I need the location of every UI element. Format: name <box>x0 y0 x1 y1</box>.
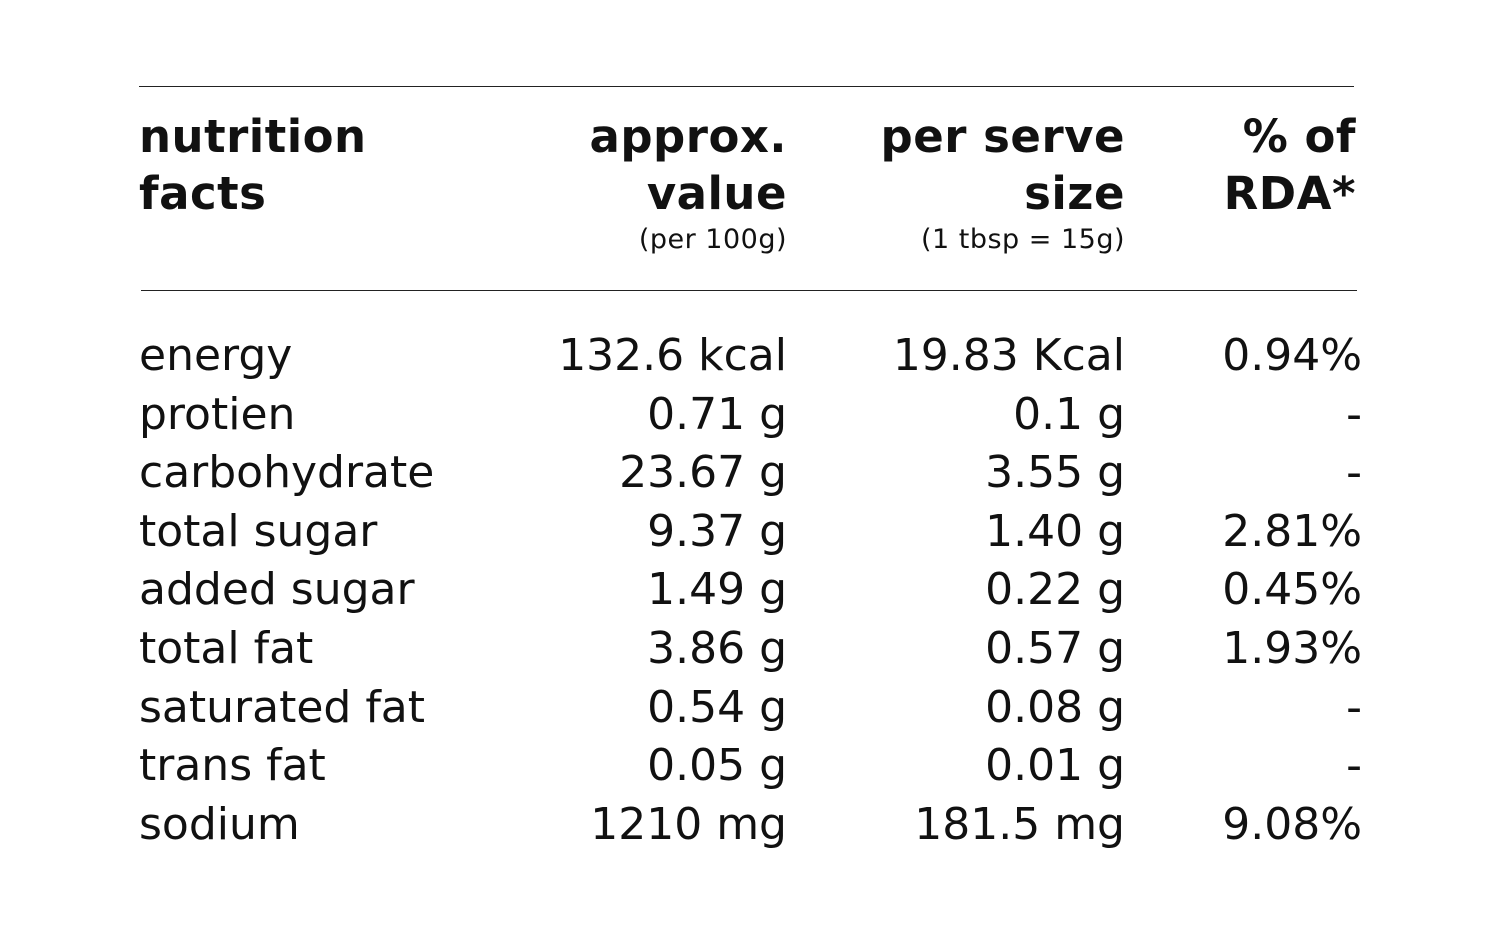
rda-percent-cell: - <box>1346 447 1362 499</box>
header-line: per serve <box>880 110 1125 163</box>
per-serve-cell: 0.1 g <box>1013 388 1125 440</box>
header-line: value <box>646 167 787 220</box>
rda-percent-cell: - <box>1346 681 1362 733</box>
rda-percent-cell: 2.81% <box>1222 505 1362 557</box>
per-serve-cell: 19.83 Kcal <box>892 330 1125 381</box>
table-row: added sugar 1.49 g 0.22 g 0.45% <box>0 561 1500 620</box>
table-row: saturated fat 0.54 g 0.08 g - <box>0 679 1500 738</box>
nutrient-name: sodium <box>139 798 300 850</box>
per-serve-cell: 0.22 g <box>985 564 1125 616</box>
approx-value-cell: 9.37 g <box>647 505 787 557</box>
header-rda-percent: % of RDA* <box>1224 108 1356 222</box>
table-row: total sugar 9.37 g 1.40 g 2.81% <box>0 503 1500 562</box>
header-line: nutrition <box>139 110 367 163</box>
per-serve-cell: 1.40 g <box>985 505 1125 557</box>
nutrient-name: saturated fat <box>139 681 426 733</box>
header-line: size <box>1024 167 1125 220</box>
rda-percent-cell: - <box>1346 740 1362 792</box>
nutrient-name: trans fat <box>139 740 326 792</box>
nutrient-name: carbohydrate <box>139 447 435 499</box>
nutrient-name: added sugar <box>139 564 415 616</box>
rda-percent-cell: 0.94% <box>1222 330 1362 381</box>
header-line: RDA* <box>1223 167 1356 220</box>
per-serve-cell: 0.57 g <box>985 622 1125 674</box>
table-row: energy 132.6 kcal 19.83 Kcal 0.94% <box>0 327 1500 386</box>
approx-value-cell: 0.71 g <box>647 388 787 440</box>
table-row: trans fat 0.05 g 0.01 g - <box>0 737 1500 796</box>
approx-value-cell: 23.67 g <box>619 447 787 499</box>
approx-value-cell: 0.05 g <box>647 740 787 792</box>
header-line: approx. <box>589 110 787 163</box>
approx-value-cell: 3.86 g <box>647 622 787 674</box>
per-serve-cell: 0.08 g <box>985 681 1125 733</box>
approx-value-cell: 1210 mg <box>590 798 787 850</box>
rda-percent-cell: 0.45% <box>1222 564 1362 616</box>
header-line: % of <box>1242 110 1356 163</box>
nutrient-name: total sugar <box>139 505 378 557</box>
header-subtitle: (per 100g) <box>638 224 787 255</box>
table-row: protien 0.71 g 0.1 g - <box>0 386 1500 445</box>
header-approx-value: approx. value (per 100g) <box>589 108 787 258</box>
rda-percent-cell: 9.08% <box>1222 798 1362 850</box>
table-row: carbohydrate 23.67 g 3.55 g - <box>0 444 1500 503</box>
nutrient-name: protien <box>139 388 296 440</box>
header-line: facts <box>139 167 267 220</box>
approx-value-cell: 0.54 g <box>647 681 787 733</box>
rda-percent-cell: - <box>1346 388 1362 440</box>
approx-value-cell: 1.49 g <box>647 564 787 616</box>
per-serve-cell: 3.55 g <box>985 447 1125 499</box>
nutrient-name: total fat <box>139 622 314 674</box>
per-serve-cell: 0.01 g <box>985 740 1125 792</box>
table-row: sodium 1210 mg 181.5 mg 9.08% <box>0 796 1500 855</box>
table-row: total fat 3.86 g 0.57 g 1.93% <box>0 620 1500 679</box>
nutrient-name: energy <box>139 330 293 381</box>
approx-value-cell: 132.6 kcal <box>558 330 787 381</box>
header-per-serve-size: per serve size (1 tbsp = 15g) <box>881 108 1125 258</box>
per-serve-cell: 181.5 mg <box>914 798 1125 850</box>
top-divider <box>139 86 1354 87</box>
rda-percent-cell: 1.93% <box>1222 622 1362 674</box>
header-subtitle: (1 tbsp = 15g) <box>920 224 1125 255</box>
header-nutrition-facts: nutrition facts <box>139 108 367 222</box>
header-divider <box>141 290 1357 291</box>
nutrition-table-body: energy 132.6 kcal 19.83 Kcal 0.94% protien 0.… <box>0 327 1500 854</box>
